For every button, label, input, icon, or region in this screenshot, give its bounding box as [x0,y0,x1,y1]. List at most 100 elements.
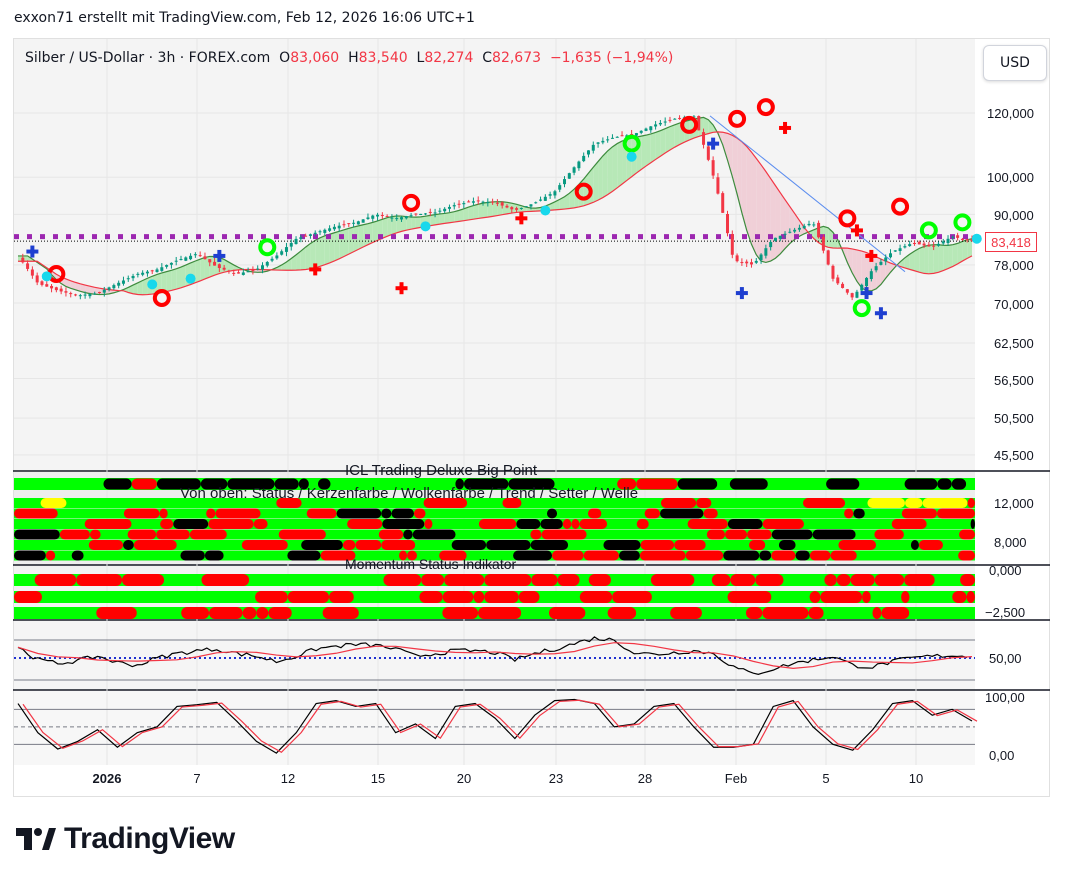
chart-canvas[interactable] [0,0,1065,800]
big-point-dot [617,478,637,490]
candle-body [447,206,451,209]
momentum-dot [909,591,953,603]
status-dot [809,550,831,561]
candle-body [874,266,878,271]
cloud-segment [487,201,493,218]
cloud-segment [430,214,436,226]
big-point-dot [274,478,299,490]
cloud-segment [847,248,853,273]
cloud-segment [650,132,656,163]
candle-body [730,234,734,255]
ring-red-signal-icon [891,197,910,216]
momentum-dot [478,607,522,619]
cloud-segment [406,216,412,231]
candle-body [395,218,399,220]
cloud-segment [952,243,958,267]
momentum-dot [610,574,651,586]
candle-body [404,216,408,219]
momentum-dot [138,591,151,603]
candle-body [692,116,696,118]
candle-body [280,251,284,255]
candle-body [380,215,384,217]
chart-frame[interactable] [13,38,1050,797]
big-point-dot [554,478,570,490]
status-dot [926,519,935,529]
status-dot [54,519,71,529]
low-label: L [416,50,425,66]
big-point-dot [103,478,132,490]
cloud-segment [727,133,733,177]
cloud-segment [962,239,968,262]
cloud-segment [296,251,301,271]
candle-body [107,287,111,290]
candle-body [308,234,312,236]
status-dot [844,508,854,519]
status-dot [557,508,588,519]
candle-body [117,282,121,286]
status-dot [223,550,265,561]
status-dot [935,529,960,540]
tradingview-logo[interactable]: TradingView [16,822,235,856]
big-point-title: ICL Trading Deluxe Big Point [345,462,538,479]
momentum-dot [96,607,137,619]
candle-body [275,255,279,259]
cross-red-icon [869,249,874,262]
cloud-segment [593,161,599,203]
candle-body [754,260,758,263]
candle-body [841,283,845,288]
ring-red-signal-icon [574,182,593,201]
candle-body [543,196,547,201]
status-dot [905,498,923,508]
status-dot [337,498,380,508]
status-dot [205,498,219,508]
status-dot [208,519,254,529]
candle-body [318,231,322,233]
candle-body [83,294,87,296]
momentum-dot [585,607,608,619]
candle-body [328,228,332,231]
time-tick: 12 [280,771,296,786]
momentum-dot [291,607,323,619]
candle-body [471,201,475,203]
currency-button[interactable]: USD [983,45,1047,81]
candle-body [145,271,149,274]
candle-body [438,210,442,212]
status-dot [848,519,872,529]
candle-body [634,133,638,136]
cloud-segment [468,205,474,220]
momentum-dot [150,591,190,603]
momentum-dot [287,591,330,603]
candle-body [169,262,173,265]
symbol-name[interactable]: Silber / US-Dollar · 3h · FOREX.com [25,50,271,66]
status-dot [901,508,937,519]
big-point-dot [14,478,47,490]
cloud-segment [473,204,479,220]
status-dot [845,498,868,508]
cloud-segment [919,246,925,274]
status-dot [278,529,326,540]
time-tick: 23 [548,771,564,786]
candle-body [323,229,327,233]
cloud-segment [343,228,349,257]
candle-body [572,167,576,173]
candle-body [241,272,245,275]
status-dot [510,529,531,540]
status-dot [922,498,968,508]
status-dot [624,498,661,508]
cloud-segment [655,130,661,160]
candle-body [78,295,82,297]
momentum-dot [76,574,122,586]
cloud-segment [291,254,297,271]
momentum-dot [353,591,382,603]
candle-body [74,294,78,296]
status-dot [455,529,478,540]
cloud-segment [142,278,148,295]
status-dot [607,519,622,529]
status-dot [391,508,414,519]
cloud-segment [463,207,469,221]
candle-body [304,235,308,237]
status-dot [100,529,128,540]
candle-body [26,263,30,269]
candle-body [390,217,394,219]
status-dot [167,508,207,519]
